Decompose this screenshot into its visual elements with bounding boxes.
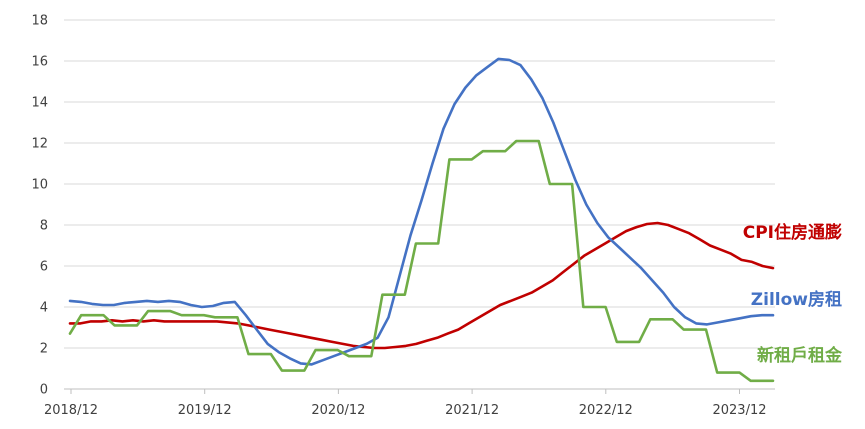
x-tick-label: 2022/12	[579, 403, 633, 418]
y-tick-label: 16	[31, 55, 48, 70]
x-axis	[64, 388, 775, 394]
y-axis-tick-labels: 0 2 4 6 8 10 12 14 16 18	[31, 14, 48, 398]
y-tick-label: 0	[40, 383, 48, 398]
x-tick-label: 2018/12	[44, 403, 98, 418]
y-tick-label: 4	[40, 301, 48, 316]
series-label: CPI住房通膨	[743, 222, 842, 243]
y-tick-label: 14	[31, 96, 48, 111]
y-tick-label: 2	[40, 342, 48, 357]
x-tick-label: 2023/12	[712, 403, 766, 418]
y-tick-label: 8	[40, 219, 48, 234]
gridlines	[64, 19, 775, 349]
series-line-0	[68, 221, 775, 350]
x-tick-label: 2021/12	[445, 403, 499, 418]
x-axis-tick-labels: 2018/12 2019/12 2020/12 2021/12 2022/12 2023/…	[44, 403, 767, 418]
series-lines	[68, 57, 775, 383]
series-label: Zillow房租	[751, 289, 842, 310]
y-tick-label: 18	[31, 14, 48, 29]
x-tick-label: 2020/12	[311, 403, 365, 418]
series-line-2	[68, 139, 775, 383]
y-tick-label: 10	[31, 178, 48, 193]
series-line-1	[68, 57, 775, 366]
series-label: 新租戶租金	[757, 345, 843, 366]
x-tick-label: 2019/12	[178, 403, 232, 418]
y-tick-label: 6	[40, 260, 48, 275]
y-tick-label: 12	[31, 137, 48, 152]
